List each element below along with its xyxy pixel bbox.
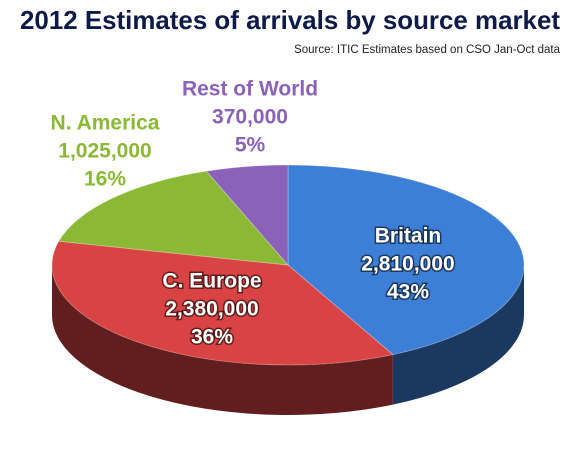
slice: [51, 240, 394, 366]
percent-label: 36%: [191, 326, 233, 349]
slice: [57, 170, 290, 266]
slice-label: Rest of World: [182, 78, 318, 101]
chart-title: 2012 Estimates of arrivals by source mar…: [20, 5, 560, 35]
value-label: 1,025,000: [58, 140, 151, 163]
slice-side: [52, 265, 393, 415]
labels: Britain 2,810,000 43% C. Europe 2,380,000 36%…: [51, 78, 457, 351]
chart-subtitle: Source: ITIC Estimates based on CSO Jan-…: [294, 44, 560, 56]
slice-side: [392, 265, 524, 405]
slice-label: N. America: [51, 112, 160, 135]
pie: [51, 164, 525, 415]
value-label: 2,810,000: [361, 253, 454, 276]
percent-label: 16%: [84, 168, 126, 191]
value-label: 370,000: [212, 106, 288, 129]
slice-label: Britain: [375, 225, 442, 248]
percent-label: 5%: [235, 134, 266, 157]
percent-label: 43%: [387, 281, 429, 304]
slice: [205, 164, 289, 267]
value-label: 2,380,000: [165, 298, 258, 321]
slice: [287, 164, 525, 356]
slice-label: C. Europe: [162, 270, 261, 293]
